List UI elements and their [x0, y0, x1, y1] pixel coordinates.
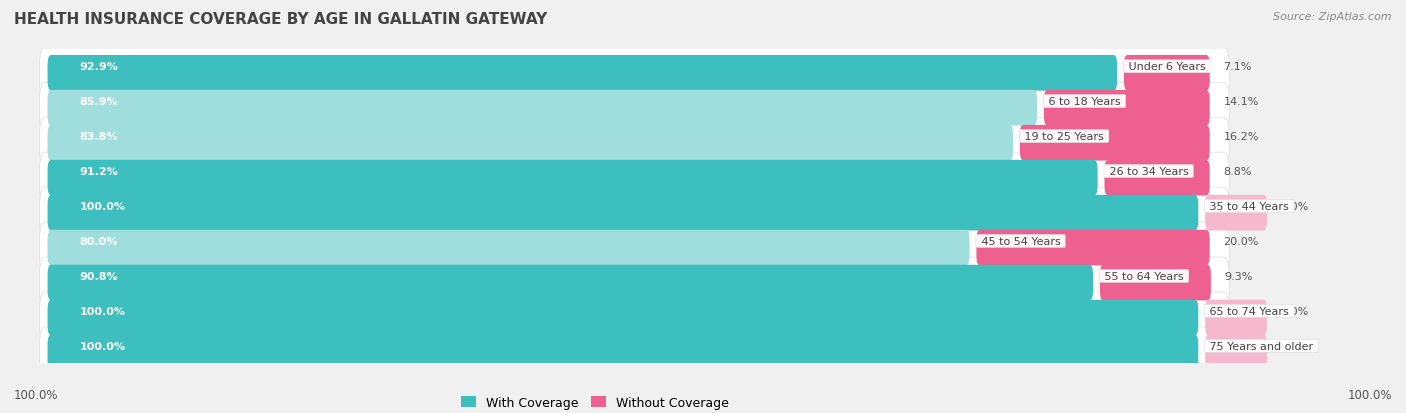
FancyBboxPatch shape [48, 230, 970, 266]
Text: 26 to 34 Years: 26 to 34 Years [1105, 166, 1192, 177]
Text: 85.9%: 85.9% [80, 97, 118, 107]
Text: 55 to 64 Years: 55 to 64 Years [1101, 271, 1187, 281]
Text: 8.8%: 8.8% [1223, 166, 1251, 177]
Text: 100.0%: 100.0% [80, 202, 125, 211]
Text: 91.2%: 91.2% [80, 166, 118, 177]
FancyBboxPatch shape [39, 327, 1229, 378]
FancyBboxPatch shape [39, 188, 1229, 239]
Text: 9.3%: 9.3% [1225, 271, 1253, 281]
FancyBboxPatch shape [39, 223, 1229, 273]
FancyBboxPatch shape [1019, 126, 1209, 161]
Text: 0.0%: 0.0% [1281, 306, 1309, 316]
Text: 45 to 54 Years: 45 to 54 Years [977, 236, 1064, 247]
Text: 83.8%: 83.8% [80, 132, 118, 142]
Text: 35 to 44 Years: 35 to 44 Years [1206, 202, 1292, 211]
FancyBboxPatch shape [1123, 56, 1209, 91]
Text: HEALTH INSURANCE COVERAGE BY AGE IN GALLATIN GATEWAY: HEALTH INSURANCE COVERAGE BY AGE IN GALL… [14, 12, 547, 27]
FancyBboxPatch shape [39, 153, 1229, 204]
Text: 80.0%: 80.0% [80, 236, 118, 247]
Legend: With Coverage, Without Coverage: With Coverage, Without Coverage [456, 391, 734, 413]
Text: 7.1%: 7.1% [1223, 62, 1251, 72]
FancyBboxPatch shape [1205, 300, 1267, 335]
FancyBboxPatch shape [1043, 91, 1209, 126]
FancyBboxPatch shape [39, 257, 1229, 309]
Text: 20.0%: 20.0% [1223, 236, 1258, 247]
Text: 19 to 25 Years: 19 to 25 Years [1021, 132, 1108, 142]
FancyBboxPatch shape [39, 118, 1229, 169]
FancyBboxPatch shape [1205, 335, 1267, 370]
Text: 6 to 18 Years: 6 to 18 Years [1045, 97, 1125, 107]
FancyBboxPatch shape [39, 292, 1229, 343]
FancyBboxPatch shape [976, 230, 1209, 266]
Text: 65 to 74 Years: 65 to 74 Years [1206, 306, 1292, 316]
FancyBboxPatch shape [1099, 265, 1211, 301]
Text: 0.0%: 0.0% [1281, 341, 1309, 351]
FancyBboxPatch shape [48, 300, 1198, 335]
FancyBboxPatch shape [48, 126, 1012, 161]
FancyBboxPatch shape [48, 161, 1098, 196]
Text: 100.0%: 100.0% [1347, 388, 1392, 401]
FancyBboxPatch shape [39, 48, 1229, 99]
Text: 90.8%: 90.8% [80, 271, 118, 281]
FancyBboxPatch shape [48, 195, 1198, 231]
Text: 100.0%: 100.0% [80, 341, 125, 351]
FancyBboxPatch shape [48, 265, 1092, 301]
FancyBboxPatch shape [1105, 161, 1209, 196]
Text: 75 Years and older: 75 Years and older [1206, 341, 1317, 351]
Text: 16.2%: 16.2% [1223, 132, 1258, 142]
Text: Source: ZipAtlas.com: Source: ZipAtlas.com [1274, 12, 1392, 22]
Text: 100.0%: 100.0% [80, 306, 125, 316]
Text: 0.0%: 0.0% [1281, 202, 1309, 211]
FancyBboxPatch shape [48, 335, 1198, 370]
FancyBboxPatch shape [39, 83, 1229, 134]
Text: 14.1%: 14.1% [1223, 97, 1258, 107]
FancyBboxPatch shape [48, 91, 1038, 126]
Text: 100.0%: 100.0% [14, 388, 59, 401]
FancyBboxPatch shape [48, 56, 1118, 91]
Text: Under 6 Years: Under 6 Years [1125, 62, 1209, 72]
Text: 92.9%: 92.9% [80, 62, 118, 72]
FancyBboxPatch shape [1205, 195, 1267, 231]
